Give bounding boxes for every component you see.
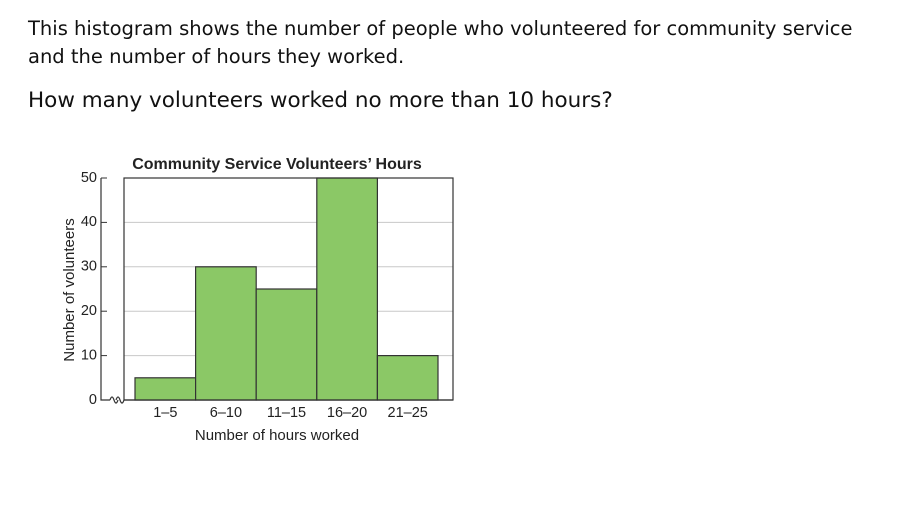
y-tick-label: 50 [81,170,97,186]
bar [376,355,439,401]
y-axis-label: Number of volunteers [61,218,78,361]
x-axis-label: Number of hours worked [195,427,359,444]
question-intro: This histogram shows the number of peopl… [28,17,853,68]
y-tick-label: 30 [81,259,97,275]
y-tick-label: 0 [89,392,97,408]
bar [316,177,378,401]
x-tick-label: 6–10 [210,405,242,421]
x-tick-label: 11–15 [267,405,306,421]
x-tick-label: 21–25 [388,405,428,421]
question-prompt: How many volunteers worked no more than … [28,88,613,113]
x-tick-label: 16–20 [327,405,367,421]
x-tick-label: 1–5 [153,405,177,421]
bar [195,266,257,401]
y-tick-label: 40 [81,214,97,230]
y-tick-label: 20 [81,303,97,319]
y-tick-label: 10 [81,347,97,363]
bar [255,288,318,401]
bar [134,377,197,401]
chart-title: Community Service Volunteers’ Hours [132,156,422,173]
plot-frame [123,177,454,401]
